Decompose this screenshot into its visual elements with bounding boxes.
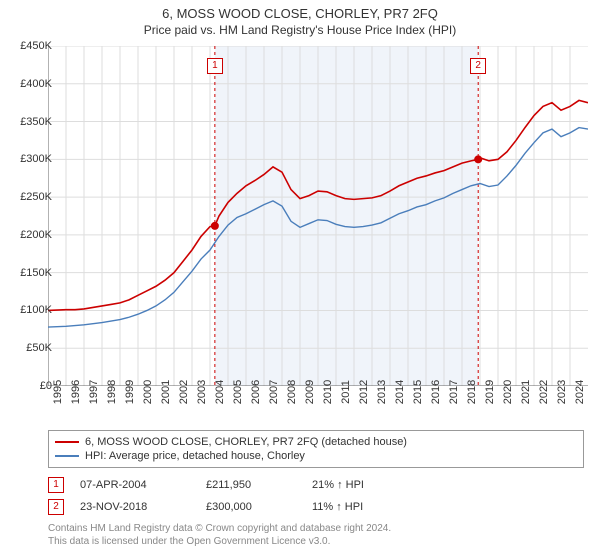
sale-pct-vs-hpi: 21% ↑ HPI (312, 479, 422, 491)
y-tick-label: £350K (8, 116, 52, 128)
footer-line-1: Contains HM Land Registry data © Crown c… (48, 522, 391, 535)
x-tick-label: 2001 (160, 380, 172, 404)
x-tick-label: 2011 (340, 380, 352, 404)
x-tick-label: 1999 (124, 380, 136, 404)
x-tick-label: 2004 (214, 380, 226, 404)
legend-item: 6, MOSS WOOD CLOSE, CHORLEY, PR7 2FQ (de… (55, 435, 577, 449)
y-tick-label: £250K (8, 191, 52, 203)
y-tick-label: £50K (8, 342, 52, 354)
legend-swatch (55, 441, 79, 443)
x-tick-label: 1995 (52, 380, 64, 404)
x-tick-label: 1996 (70, 380, 82, 404)
sale-date: 23-NOV-2018 (80, 501, 190, 513)
y-tick-label: £200K (8, 229, 52, 241)
x-tick-label: 2003 (196, 380, 208, 404)
sale-pct-vs-hpi: 11% ↑ HPI (312, 501, 422, 513)
y-tick-label: £400K (8, 78, 52, 90)
sale-date: 07-APR-2004 (80, 479, 190, 491)
legend-label: 6, MOSS WOOD CLOSE, CHORLEY, PR7 2FQ (de… (85, 436, 407, 448)
x-tick-label: 2009 (304, 380, 316, 404)
x-tick-label: 2023 (556, 380, 568, 404)
sale-marker-number: 2 (48, 499, 64, 515)
chart (48, 46, 588, 386)
x-tick-label: 2007 (268, 380, 280, 404)
legend-label: HPI: Average price, detached house, Chor… (85, 450, 305, 462)
footer-line-2: This data is licensed under the Open Gov… (48, 535, 391, 548)
sale-row: 2 23-NOV-2018 £300,000 11% ↑ HPI (48, 496, 584, 518)
y-tick-label: £450K (8, 40, 52, 52)
sale-marker-number: 1 (48, 477, 64, 493)
x-tick-label: 2010 (322, 380, 334, 404)
x-tick-label: 2022 (538, 380, 550, 404)
x-tick-label: 2005 (232, 380, 244, 404)
y-tick-label: £100K (8, 304, 52, 316)
sale-marker-box: 1 (207, 58, 223, 74)
x-tick-label: 2018 (466, 380, 478, 404)
footer-attribution: Contains HM Land Registry data © Crown c… (48, 522, 391, 548)
x-tick-label: 2002 (178, 380, 190, 404)
chart-svg (48, 46, 588, 386)
legend: 6, MOSS WOOD CLOSE, CHORLEY, PR7 2FQ (de… (48, 430, 584, 468)
x-tick-label: 2014 (394, 380, 406, 404)
legend-swatch (55, 455, 79, 457)
x-tick-label: 1998 (106, 380, 118, 404)
x-tick-label: 2019 (484, 380, 496, 404)
sale-marker-box: 2 (470, 58, 486, 74)
x-tick-label: 2024 (574, 380, 586, 404)
x-tick-label: 2012 (358, 380, 370, 404)
page-title: 6, MOSS WOOD CLOSE, CHORLEY, PR7 2FQ (0, 0, 600, 21)
y-tick-label: £0 (8, 380, 52, 392)
x-tick-label: 1997 (88, 380, 100, 404)
x-tick-label: 2015 (412, 380, 424, 404)
x-tick-label: 2016 (430, 380, 442, 404)
x-tick-label: 2013 (376, 380, 388, 404)
sales-table: 1 07-APR-2004 £211,950 21% ↑ HPI 2 23-NOV-201… (48, 474, 584, 518)
page-subtitle: Price paid vs. HM Land Registry's House … (0, 21, 600, 41)
sale-price: £300,000 (206, 501, 296, 513)
x-tick-label: 2000 (142, 380, 154, 404)
x-tick-label: 2006 (250, 380, 262, 404)
x-tick-label: 2020 (502, 380, 514, 404)
x-tick-label: 2021 (520, 380, 532, 404)
x-tick-label: 2008 (286, 380, 298, 404)
sale-price: £211,950 (206, 479, 296, 491)
legend-item: HPI: Average price, detached house, Chor… (55, 449, 577, 463)
sale-row: 1 07-APR-2004 £211,950 21% ↑ HPI (48, 474, 584, 496)
y-tick-label: £150K (8, 267, 52, 279)
y-tick-label: £300K (8, 153, 52, 165)
x-tick-label: 2017 (448, 380, 460, 404)
